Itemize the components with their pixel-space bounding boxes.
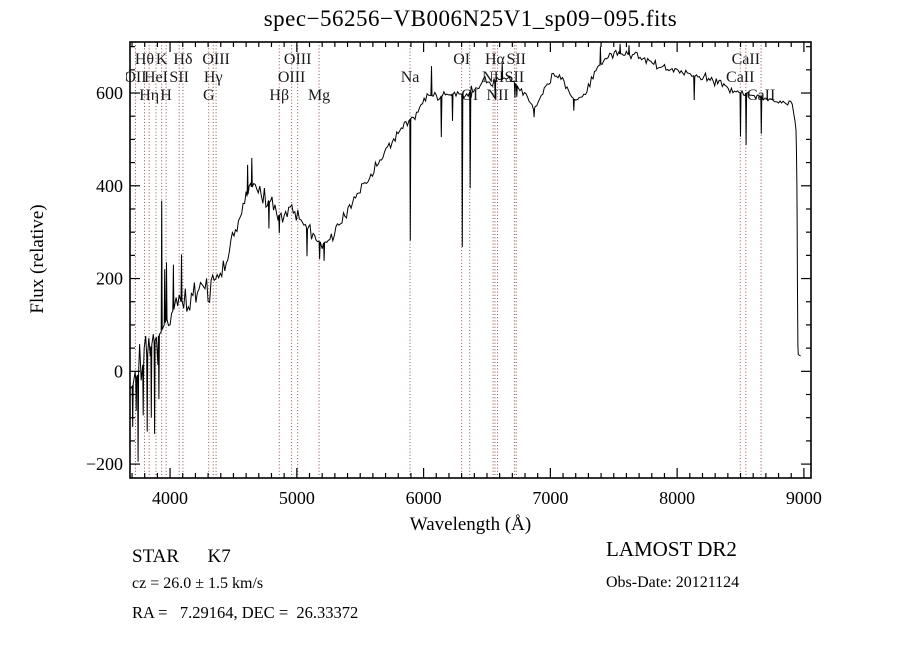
plot-title: spec−56256−VB006N25V1_sp09−095.fits <box>263 6 678 31</box>
y-axis-title: Flux (relative) <box>27 204 48 314</box>
marker-label: Hα <box>485 51 506 68</box>
spectrum-line <box>130 43 801 462</box>
marker-label: OI <box>453 51 470 68</box>
marker-label: OIII <box>278 69 306 86</box>
marker-label: OIII <box>284 51 312 68</box>
y-tick-label: 400 <box>96 176 123 196</box>
ra-dec-text: RA = 7.29164, DEC = 26.33372 <box>132 603 359 622</box>
x-axis-title: Wavelength (Å) <box>409 514 532 535</box>
y-tick-label: 600 <box>96 83 123 103</box>
axis-ticks <box>130 42 811 478</box>
x-tick-label: 9000 <box>786 488 822 508</box>
tick-labels: 4000 5000 6000 7000 8000 9000 −200 0 200 400 600 <box>86 83 822 508</box>
marker-label: Hθ <box>135 51 154 68</box>
marker-label: SII <box>505 69 525 86</box>
marker-label: Hγ <box>204 69 223 86</box>
y-tick-label: 200 <box>96 269 123 289</box>
marker-label: OIII <box>202 51 230 68</box>
marker-label: Na <box>401 69 420 86</box>
marker-label: CaII <box>726 69 754 86</box>
marker-label: Mg <box>308 87 330 104</box>
classification-text: STAR K7 <box>132 546 231 567</box>
marker-label: CaII <box>732 51 760 68</box>
marker-label: Hδ <box>173 51 192 68</box>
x-tick-label: 8000 <box>659 488 695 508</box>
x-tick-label: 5000 <box>279 488 315 508</box>
obs-date-text: Obs-Date: 20121124 <box>606 574 740 591</box>
marker-label: Hβ <box>269 87 289 104</box>
plot-frame <box>129 41 812 479</box>
x-tick-label: 7000 <box>532 488 568 508</box>
marker-label: SII <box>506 51 526 68</box>
survey-name-text: LAMOST DR2 <box>606 537 737 561</box>
marker-label: H <box>160 87 172 104</box>
marker-label: K <box>156 51 168 68</box>
radial-velocity-text: cz = 26.0 ± 1.5 km/s <box>132 575 264 592</box>
marker-label: HeI <box>144 69 168 86</box>
line-markers: OIIHθHηHeIKHSIIHδGHγOIIIHβOIIIOIIIMgNaOI… <box>124 42 775 478</box>
marker-label: Hη <box>139 87 159 104</box>
y-tick-label: −200 <box>86 454 123 474</box>
marker-label: NII <box>486 87 508 104</box>
x-tick-label: 4000 <box>152 488 188 508</box>
y-tick-label: 0 <box>114 361 123 381</box>
x-tick-label: 6000 <box>406 488 442 508</box>
marker-label: OII <box>124 69 146 86</box>
marker-label: G <box>203 87 215 104</box>
marker-label: SII <box>169 69 189 86</box>
